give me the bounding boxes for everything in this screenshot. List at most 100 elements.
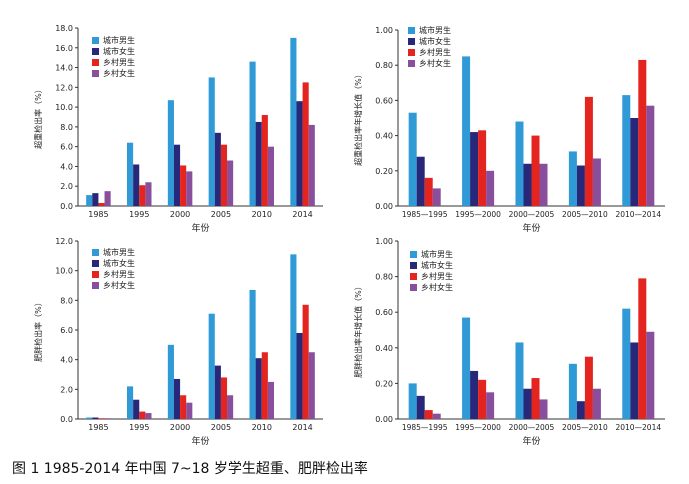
- bar: [424, 177, 433, 206]
- y-tick-label: 14.0: [55, 64, 73, 73]
- bar: [576, 401, 585, 419]
- legend-label: 城市女生: [421, 260, 453, 270]
- legend-label: 乡村男生: [103, 57, 135, 67]
- bar: [531, 135, 540, 206]
- bar: [568, 363, 577, 419]
- legend-swatch: [410, 251, 417, 258]
- legend-swatch: [408, 60, 415, 67]
- x-tick-label: 2005: [211, 423, 231, 432]
- x-tick-label: 2010—2014: [615, 423, 661, 432]
- legend-label: 城市女生: [103, 258, 135, 268]
- bar: [622, 308, 631, 419]
- bar: [515, 121, 524, 206]
- bar: [486, 392, 495, 419]
- bar: [470, 132, 479, 206]
- bar: [167, 100, 174, 206]
- x-tick-label: 2010: [252, 423, 272, 432]
- y-tick-label: 18.0: [55, 24, 73, 33]
- bar: [133, 164, 140, 206]
- bar: [302, 304, 309, 419]
- legend-label: 乡村女生: [419, 58, 451, 68]
- legend-swatch: [410, 262, 417, 269]
- bar: [408, 383, 417, 419]
- bar: [576, 165, 585, 206]
- x-tick-label: 1995: [129, 423, 149, 432]
- y-tick-label: 0.80: [375, 61, 393, 70]
- bar: [308, 124, 315, 206]
- y-tick-label: 0.40: [375, 132, 393, 141]
- bar: [424, 410, 433, 419]
- bar: [180, 165, 187, 206]
- bar: [139, 185, 146, 206]
- bar: [180, 395, 187, 419]
- legend-swatch: [410, 284, 417, 291]
- x-tick-label: 1995—2000: [455, 210, 501, 219]
- x-axis-title: 年份: [522, 222, 540, 234]
- figure-caption: 图 1 1985-2014 年中国 7~18 岁学生超重、肥胖检出率: [12, 461, 368, 477]
- x-tick-label: 2000: [170, 210, 190, 219]
- legend-swatch: [92, 282, 99, 289]
- bar: [462, 56, 471, 207]
- y-axis-title: 肥胖检出率年增长值（%）: [353, 282, 363, 378]
- x-tick-label: 2000: [170, 423, 190, 432]
- bar: [531, 378, 540, 419]
- y-axis-title: 超重检出率（%）: [33, 85, 43, 149]
- chart-panel-4: 0.00 0.20 0.40 0.60 0.80 1.00 肥胖检出率年增长值（%） 年份 19…: [353, 237, 665, 447]
- bar: [186, 171, 193, 206]
- y-tick-label: 2.0: [60, 182, 73, 191]
- x-tick-label: 2014: [292, 423, 312, 432]
- x-axis-title: 年份: [191, 435, 209, 447]
- y-tick-label: 0.80: [375, 273, 393, 282]
- x-tick-label: 2014: [292, 210, 312, 219]
- bar: [296, 101, 303, 206]
- x-tick-label: 2000—2005: [509, 210, 555, 219]
- bar: [267, 146, 274, 206]
- y-tick-label: 10.0: [55, 103, 73, 112]
- bar: [145, 182, 152, 206]
- bar: [584, 96, 593, 206]
- bar: [416, 395, 425, 419]
- bar: [646, 331, 655, 419]
- x-axis-title: 年份: [191, 222, 209, 234]
- bar: [592, 388, 601, 419]
- y-tick-label: 0.20: [375, 167, 393, 176]
- legend-swatch: [408, 38, 415, 45]
- y-axis-title: 肥胖检出率（%）: [33, 298, 43, 362]
- x-tick-label: 2005—2010: [562, 423, 608, 432]
- y-tick-label: 12.0: [55, 83, 73, 92]
- y-tick-label: 0.60: [375, 308, 393, 317]
- x-tick-label: 1985: [88, 423, 108, 432]
- y-tick-label: 12.0: [55, 237, 73, 246]
- bar: [630, 118, 639, 206]
- bar: [214, 365, 221, 419]
- y-tick-label: 0.60: [375, 96, 393, 105]
- legend-label: 城市女生: [419, 36, 451, 46]
- legend-label: 乡村男生: [421, 271, 453, 281]
- legend-label: 乡村男生: [103, 269, 135, 279]
- bar: [98, 203, 105, 206]
- bar: [408, 112, 417, 206]
- x-tick-label: 2010: [252, 210, 272, 219]
- legend-label: 乡村女生: [103, 68, 135, 78]
- bar: [308, 352, 315, 419]
- bar: [261, 115, 268, 206]
- legend-label: 城市女生: [103, 46, 135, 56]
- bar: [139, 411, 146, 419]
- bar: [86, 195, 93, 206]
- y-tick-label: 4.0: [60, 162, 73, 171]
- y-tick-label: 6.0: [60, 143, 73, 152]
- bar: [227, 395, 234, 419]
- bar: [227, 160, 234, 206]
- bar: [267, 381, 274, 419]
- bar: [302, 82, 309, 206]
- bar: [214, 132, 221, 206]
- bar: [86, 417, 93, 419]
- bar: [478, 130, 487, 206]
- legend-swatch: [92, 249, 99, 256]
- bar: [622, 95, 631, 206]
- bar: [462, 317, 471, 419]
- chart-panel-3: 0.0 2.0 4.0 6.0 8.0 10.0 12.0 肥胖检出率（%） 年份 1985 199…: [33, 237, 323, 447]
- y-tick-label: 0.40: [375, 344, 393, 353]
- legend-swatch: [408, 49, 415, 56]
